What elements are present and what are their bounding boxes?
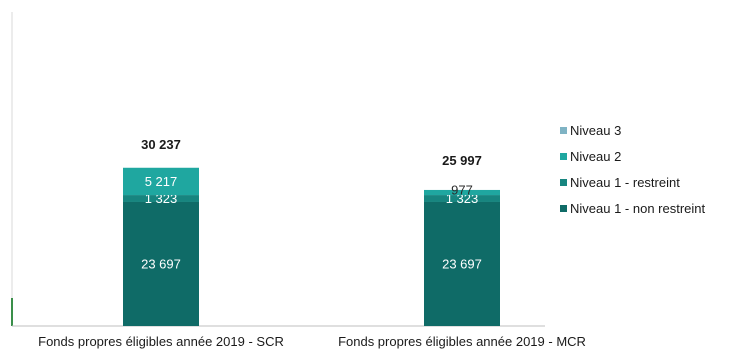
legend-swatch [560, 179, 567, 186]
legend-label: Niveau 2 [570, 149, 621, 164]
category-label: Fonds propres éligibles année 2019 - MCR [338, 334, 586, 349]
legend-swatch [560, 153, 567, 160]
legend: Niveau 3 Niveau 2 Niveau 1 - restreint Nive… [560, 123, 706, 216]
data-label: 977 [451, 183, 473, 198]
bar-segment-2-1 [424, 189, 500, 196]
bar-segment-2-0 [123, 167, 199, 196]
total-label: 30 237 [141, 137, 181, 152]
legend-label: Niveau 3 [570, 123, 621, 138]
bar-segment-1-1 [424, 195, 500, 202]
legend-swatch [560, 127, 567, 134]
category-label: Fonds propres éligibles année 2019 - SCR [38, 334, 284, 349]
bar-segment-0-0 [123, 201, 199, 326]
legend-label: Niveau 1 - non restreint [570, 201, 706, 216]
legend-label: Niveau 1 - restreint [570, 175, 680, 190]
data-label: 23 697 [442, 256, 482, 271]
legend-swatch [560, 205, 567, 212]
total-label: 25 997 [442, 153, 482, 168]
data-label: 23 697 [141, 256, 181, 271]
bar-segment-1-0 [123, 195, 199, 202]
data-label: 5 217 [145, 174, 178, 189]
bar-segment-0-1 [424, 201, 500, 326]
